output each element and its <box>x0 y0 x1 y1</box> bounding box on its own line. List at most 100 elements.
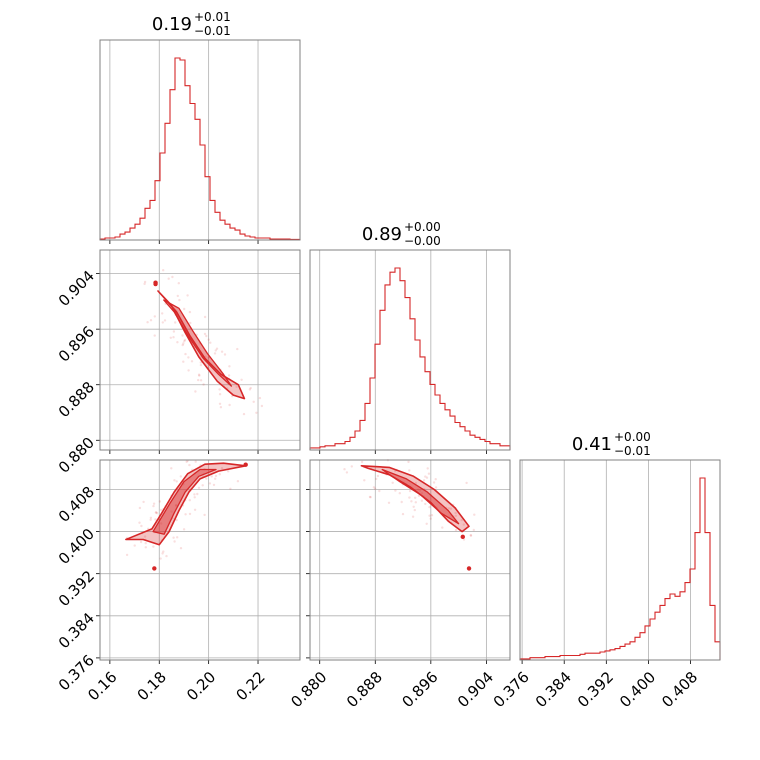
sample-point <box>240 378 243 381</box>
sample-point <box>142 500 145 504</box>
sample-point <box>155 511 158 514</box>
sample-point <box>428 505 431 509</box>
sample-point <box>411 515 415 518</box>
sample-point <box>185 460 188 463</box>
sample-point <box>182 342 185 345</box>
panel-background <box>100 460 300 660</box>
contour-inner <box>152 468 217 535</box>
sample-point <box>198 374 201 377</box>
contour-inner <box>163 299 233 387</box>
sample-point <box>410 500 413 503</box>
sample-point <box>219 406 223 409</box>
sample-point <box>167 277 170 280</box>
sample-point <box>422 479 426 482</box>
sample-point <box>153 334 156 337</box>
sample-point <box>143 282 146 286</box>
sample-point <box>171 275 174 279</box>
sample-point <box>401 512 405 516</box>
contour-outer <box>157 290 246 400</box>
error-plus-1: +0.00 <box>404 220 441 234</box>
sample-point <box>236 480 240 483</box>
sample-point <box>425 522 428 525</box>
sample-point <box>163 319 167 322</box>
sample-point <box>228 403 231 407</box>
sample-point <box>473 513 476 516</box>
panel-frame <box>99 459 301 661</box>
panel-frame <box>519 459 721 661</box>
sample-point <box>199 363 203 367</box>
sample-point <box>181 334 184 337</box>
sample-point <box>414 496 417 499</box>
sample-point <box>172 536 175 539</box>
panel-2-0: 0.16 0.18 0.20 0.220.3760.3840.3920.4000.40… <box>55 459 301 704</box>
sample-point <box>350 465 353 468</box>
sample-point <box>199 361 202 364</box>
sample-point <box>372 486 376 489</box>
sample-point <box>197 486 201 489</box>
sample-point <box>188 512 192 516</box>
sample-point <box>143 535 147 538</box>
sample-point <box>242 412 246 416</box>
panel-frame <box>99 249 301 451</box>
sample-point <box>174 321 177 324</box>
sample-point <box>220 350 224 353</box>
sample-point <box>428 514 431 517</box>
sample-point <box>220 467 224 470</box>
sample-point <box>183 340 186 343</box>
sample-point <box>149 319 153 322</box>
sample-point <box>161 312 164 315</box>
outlier-point <box>153 281 158 287</box>
sample-point <box>398 492 401 495</box>
sample-point <box>391 481 394 484</box>
contour-inner <box>381 468 460 525</box>
sample-point <box>173 540 176 543</box>
sample-point <box>203 513 206 517</box>
x-tick-label: 0.392 <box>574 668 617 711</box>
error-plus-2: +0.00 <box>614 430 651 444</box>
sample-point <box>345 471 349 474</box>
sample-point <box>165 554 168 558</box>
sample-point <box>183 307 186 311</box>
sample-point <box>420 492 424 495</box>
sample-point <box>175 503 178 507</box>
contour-outer <box>125 462 247 546</box>
sample-point <box>170 467 173 470</box>
panel-frame <box>309 249 511 451</box>
sample-point <box>205 477 208 480</box>
sample-point <box>407 460 410 464</box>
sample-point <box>184 513 187 516</box>
panel-2-2: 0.41 +0.00−0.01 0.376 0.384 0.392 0.400 0.408 <box>490 430 721 711</box>
sample-point <box>144 542 147 545</box>
outlier-point <box>466 566 472 571</box>
sample-point <box>161 552 164 555</box>
sample-point <box>152 502 156 505</box>
sample-point <box>215 347 219 350</box>
sample-point <box>194 460 197 463</box>
sample-point <box>469 533 472 537</box>
sample-point <box>430 514 434 517</box>
sample-point <box>454 514 458 517</box>
sample-point <box>182 528 186 531</box>
sample-point <box>172 336 175 339</box>
panel-1-1: 0.89 +0.00−0.00 <box>309 220 511 454</box>
sample-point <box>144 546 147 549</box>
sample-point <box>177 282 180 285</box>
x-tick-label: 0.20 <box>183 668 219 704</box>
sample-point <box>218 402 222 405</box>
sample-point <box>229 487 232 490</box>
sample-point <box>218 393 222 396</box>
x-tick-label: 0.376 <box>490 668 533 711</box>
x-tick-label: 0.896 <box>398 668 441 711</box>
panel-background <box>520 460 720 660</box>
sample-point <box>228 365 231 368</box>
sample-point <box>258 396 262 400</box>
sample-point <box>363 479 366 482</box>
panel-0-0: 0.19 +0.01−0.01 <box>99 10 301 244</box>
sample-point <box>199 379 203 382</box>
panel-2-1: 0.880 0.888 0.896 0.904 <box>287 459 511 711</box>
sample-point <box>138 521 141 524</box>
sample-point <box>187 356 190 359</box>
sample-point <box>182 360 185 363</box>
y-tick-label: 0.400 <box>55 525 98 568</box>
